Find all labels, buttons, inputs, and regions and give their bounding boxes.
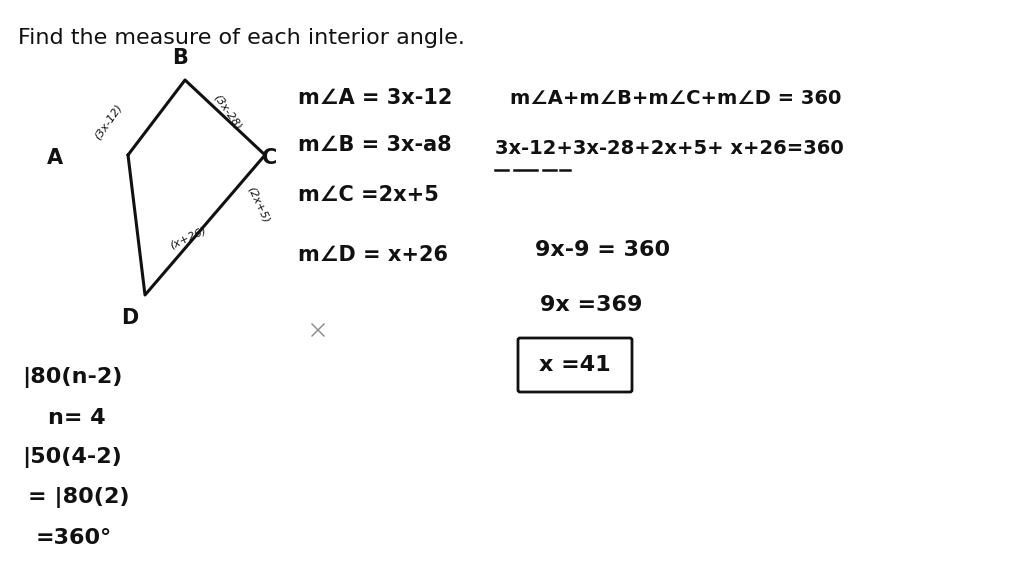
Text: C: C <box>262 148 278 168</box>
Text: 3x-12+3x-28+2x+5+ x+26=360: 3x-12+3x-28+2x+5+ x+26=360 <box>495 138 844 157</box>
Text: m∠A+m∠B+m∠C+m∠D = 360: m∠A+m∠B+m∠C+m∠D = 360 <box>510 89 842 108</box>
FancyBboxPatch shape <box>518 338 632 392</box>
Text: Find the measure of each interior angle.: Find the measure of each interior angle. <box>18 28 465 48</box>
Text: m∠A = 3x-12: m∠A = 3x-12 <box>298 88 453 108</box>
Text: m∠D = x+26: m∠D = x+26 <box>298 245 449 265</box>
Text: 9x-9 = 360: 9x-9 = 360 <box>535 240 670 260</box>
Text: |80(n-2): |80(n-2) <box>22 367 123 388</box>
Text: |50(4-2): |50(4-2) <box>22 448 122 468</box>
Text: n= 4: n= 4 <box>48 408 105 428</box>
Text: = |80(2): = |80(2) <box>28 487 129 509</box>
Text: A: A <box>47 148 63 168</box>
Text: m∠C =2x+5: m∠C =2x+5 <box>298 185 439 205</box>
Text: m∠B = 3x-a8: m∠B = 3x-a8 <box>298 135 452 155</box>
Text: (x+26): (x+26) <box>168 225 208 251</box>
Text: 9x =369: 9x =369 <box>540 295 642 315</box>
Text: =360°: =360° <box>36 528 113 548</box>
Text: (3x-28): (3x-28) <box>212 92 244 131</box>
Text: (3x-12): (3x-12) <box>92 103 124 142</box>
Text: D: D <box>122 308 138 328</box>
Text: x =41: x =41 <box>540 355 610 375</box>
Text: B: B <box>172 48 188 68</box>
Text: (2x+5): (2x+5) <box>245 185 270 225</box>
